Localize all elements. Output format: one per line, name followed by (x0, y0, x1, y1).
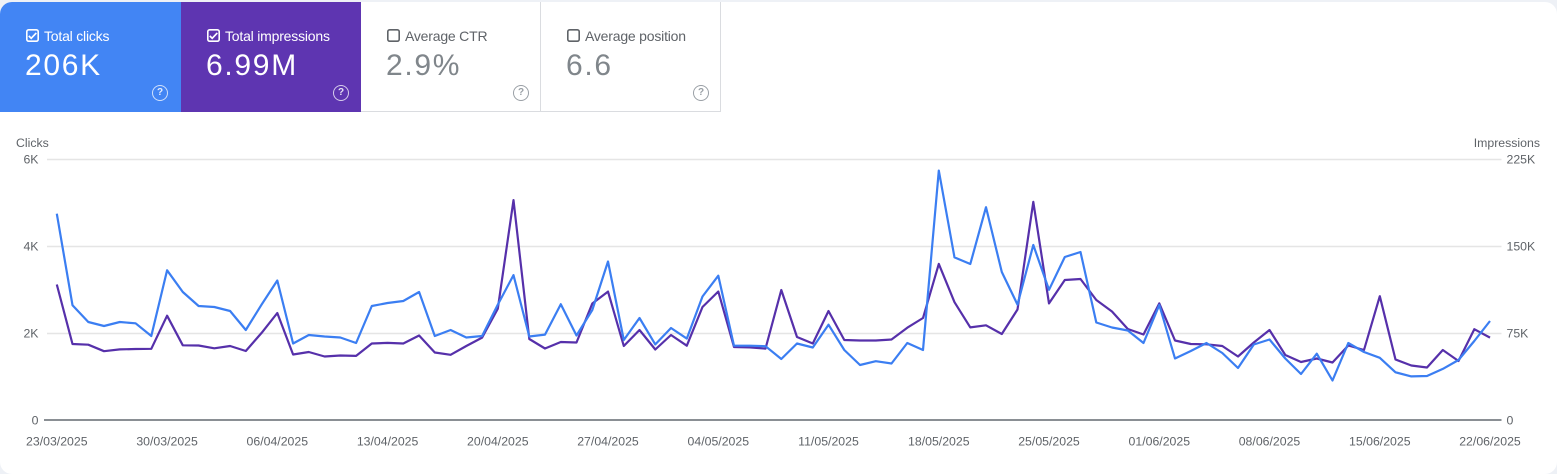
svg-text:0: 0 (32, 414, 39, 428)
svg-text:01/06/2025: 01/06/2025 (1129, 435, 1191, 449)
svg-text:15/06/2025: 15/06/2025 (1349, 435, 1411, 449)
svg-text:30/03/2025: 30/03/2025 (136, 435, 198, 449)
svg-text:75K: 75K (1507, 327, 1530, 341)
svg-text:27/04/2025: 27/04/2025 (577, 435, 639, 449)
svg-text:04/05/2025: 04/05/2025 (688, 435, 750, 449)
svg-text:25/05/2025: 25/05/2025 (1018, 435, 1080, 449)
svg-text:6K: 6K (23, 153, 39, 167)
svg-text:22/06/2025: 22/06/2025 (1459, 435, 1521, 449)
svg-text:225K: 225K (1507, 153, 1537, 167)
svg-text:13/04/2025: 13/04/2025 (357, 435, 419, 449)
svg-text:Clicks: Clicks (16, 136, 49, 150)
svg-text:150K: 150K (1507, 240, 1537, 254)
svg-text:23/03/2025: 23/03/2025 (26, 435, 88, 449)
svg-text:4K: 4K (23, 240, 39, 254)
svg-text:Impressions: Impressions (1474, 136, 1540, 150)
svg-text:08/06/2025: 08/06/2025 (1239, 435, 1301, 449)
svg-text:20/04/2025: 20/04/2025 (467, 435, 529, 449)
svg-text:18/05/2025: 18/05/2025 (908, 435, 970, 449)
svg-text:0: 0 (1507, 414, 1514, 428)
svg-text:2K: 2K (23, 327, 39, 341)
svg-text:06/04/2025: 06/04/2025 (247, 435, 309, 449)
svg-text:11/05/2025: 11/05/2025 (798, 435, 859, 449)
